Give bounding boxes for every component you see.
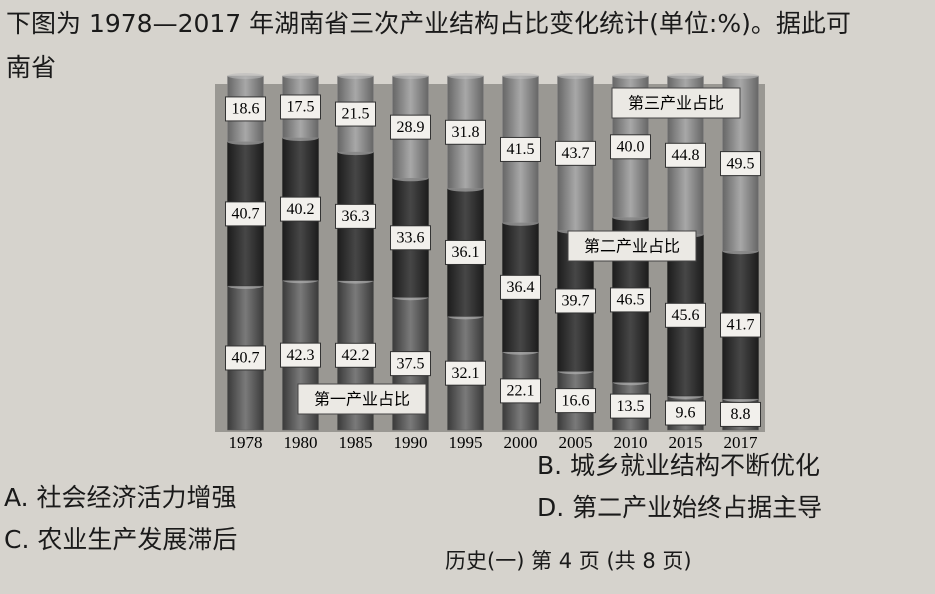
x-tick-label: 2015 [669,433,703,452]
value-label-box [555,288,596,314]
value-label: 46.5 [617,292,645,309]
series-label-box [297,383,427,415]
value-label-box [335,203,376,229]
segment-cap [667,73,704,79]
value-label: 41.7 [727,317,755,334]
value-label: 18.6 [232,101,260,118]
value-label: 31.8 [452,124,480,141]
series-label: 第二产业占比 [584,237,680,256]
value-label-box [390,225,431,251]
value-label: 39.7 [562,293,590,310]
segment-cap [447,73,484,79]
value-label-box [720,312,761,338]
value-label: 28.9 [397,119,425,136]
segment-cap [392,73,429,79]
x-tick-label: 1985 [339,433,373,452]
series-label: 第三产业占比 [628,94,724,113]
value-label: 49.5 [727,155,755,172]
value-label: 8.8 [731,406,751,423]
value-label: 43.7 [562,145,590,162]
value-label-box [390,114,431,140]
value-label-box [390,351,431,377]
x-tick-label: 2005 [559,433,593,452]
option[interactable]: C. 农业生产发展滞后 [4,525,238,554]
series-label-box [611,87,741,119]
value-label: 42.2 [342,347,370,364]
value-label-box [665,400,706,426]
value-label-box [280,94,321,120]
segment-cap [227,73,264,79]
value-label: 36.4 [507,279,535,296]
segment-cap [612,73,649,79]
x-tick-label: 2000 [504,433,538,452]
value-label-box [610,393,651,419]
value-label: 41.5 [507,141,535,158]
value-label-box [280,342,321,368]
x-tick-label: 1978 [229,433,263,452]
value-label-box [280,196,321,222]
value-label: 33.6 [397,229,425,246]
value-label: 32.1 [452,365,480,382]
x-tick-label: 1980 [284,433,318,452]
segment-cap [722,73,759,79]
value-label-box [610,134,651,160]
series-label-box [567,230,697,262]
value-label-box [610,287,651,313]
question-line: 南省 [6,53,57,82]
value-label: 45.6 [672,307,700,324]
value-label: 9.6 [676,405,696,422]
value-label: 42.3 [287,347,315,364]
value-label: 40.7 [232,206,260,223]
x-tick-label: 2017 [724,433,759,452]
option[interactable]: A. 社会经济活力增强 [4,483,237,512]
x-tick-label: 1995 [449,433,483,452]
value-label: 21.5 [342,106,370,123]
value-label-box [665,142,706,168]
value-label: 40.7 [232,350,260,367]
value-label-box [445,239,486,265]
value-label: 44.8 [672,147,700,164]
value-label: 36.3 [342,208,370,225]
value-label-box [555,140,596,166]
value-label: 37.5 [397,355,425,372]
value-label-box [335,101,376,127]
segment-cap [502,73,539,79]
segment-cap [282,73,319,79]
segment-cap [557,73,594,79]
option[interactable]: D. 第二产业始终占据主导 [537,493,823,522]
value-label-box [500,136,541,162]
value-label-box [665,302,706,328]
value-label-box [720,151,761,177]
x-tick-label: 1990 [394,433,428,452]
option[interactable]: B. 城乡就业结构不断优化 [537,451,821,480]
value-label-box [225,345,266,371]
segment-cap [337,73,374,79]
footer: 历史(一) 第 4 页 (共 8 页) [445,549,692,573]
value-label: 16.6 [562,392,590,409]
value-label: 36.1 [452,244,480,261]
x-tick-label: 2010 [614,433,648,452]
value-label-box [225,201,266,227]
value-label-box [445,360,486,386]
value-label-box [500,378,541,404]
value-label-box [445,119,486,145]
series-label: 第一产业占比 [314,390,410,409]
value-label-box [555,388,596,414]
value-label-box [335,342,376,368]
question-line: 下图为 1978—2017 年湖南省三次产业结构占比变化统计(单位:%)。据此可 [6,9,851,38]
value-label-box [225,96,266,122]
value-label-box [500,274,541,300]
value-label-box [720,401,761,427]
value-label: 40.2 [287,201,315,218]
value-label: 22.1 [507,383,535,400]
value-label: 13.5 [617,398,645,415]
value-label: 17.5 [287,99,315,116]
value-label: 40.0 [617,138,645,155]
